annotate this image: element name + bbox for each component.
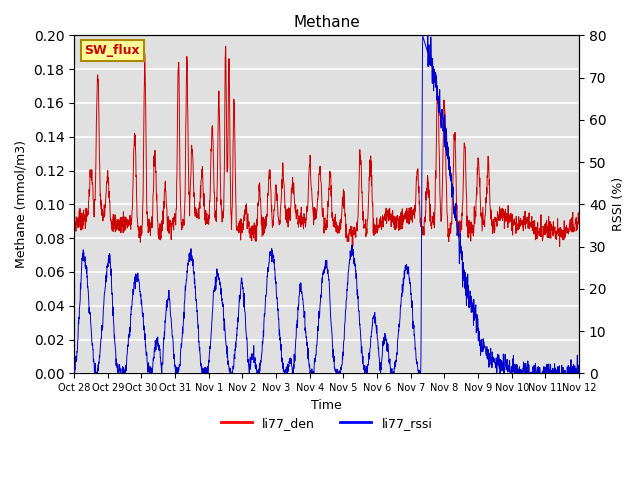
Y-axis label: Methane (mmol/m3): Methane (mmol/m3) — [15, 140, 28, 268]
Title: Methane: Methane — [293, 15, 360, 30]
Text: SW_flux: SW_flux — [84, 44, 140, 57]
Y-axis label: RSSI (%): RSSI (%) — [612, 177, 625, 231]
X-axis label: Time: Time — [311, 398, 342, 412]
Legend: li77_den, li77_rssi: li77_den, li77_rssi — [216, 412, 437, 435]
